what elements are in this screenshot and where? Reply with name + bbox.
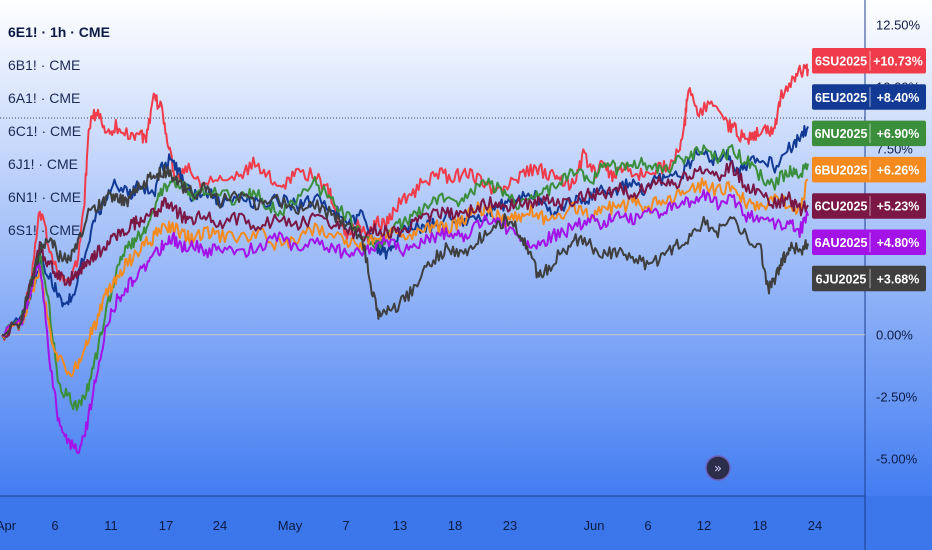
value-tag-6bu2025[interactable]: 6BU2025 +6.26% [812,156,926,183]
time-axis-strip [0,496,932,550]
go-to-realtime-circle[interactable] [705,455,731,481]
x-tick-label: 24 [213,518,227,533]
value-tag-symbol: 6EU2025 [815,91,867,105]
x-tick-label: 18 [753,518,767,533]
y-tick-label: 0.00% [876,327,913,342]
x-tick-label: 11 [104,518,118,533]
value-tag-background [812,265,926,292]
legend-symbol-6a1[interactable]: 6A1! · CME [8,90,81,106]
value-tag-percent: +6.26% [877,163,920,177]
legend-symbol-6n1[interactable]: 6N1! · CME [8,189,82,205]
value-tag-background [812,48,926,74]
legend-symbol-6b1[interactable]: 6B1! · CME [8,57,81,73]
series-layer [1,63,809,455]
y-tick-label: -5.00% [876,451,918,466]
value-tag-background [812,229,926,255]
series-line-6su2025[interactable] [1,63,809,341]
x-tick-label: 7 [342,518,349,533]
value-tag-background [812,120,926,147]
series-line-6au2025[interactable] [1,189,809,455]
symbol-legend: 6E1! · 1h · CME 6B1! · CME 6A1! · CME 6C… [8,16,110,247]
value-tag-percent: +10.73% [873,55,923,69]
value-tag-symbol: 6AU2025 [815,236,868,250]
series-line-6ju2025[interactable] [1,164,809,336]
value-tag-percent: +4.80% [877,236,920,250]
double-chevron-right-icon: » [714,462,722,477]
series-value-tags: 6SU2025 +10.73% 6EU2025 +8.40% 6NU2025 +6.90%… [812,48,926,292]
value-tag-background [812,156,926,183]
value-tag-symbol: 6CU2025 [815,200,868,214]
value-tag-percent: +6.90% [877,127,920,141]
value-tag-percent: +3.68% [877,272,920,286]
value-tag-symbol: 6BU2025 [815,163,868,177]
x-tick-label: 6 [51,518,58,533]
legend-symbol-6j1[interactable]: 6J1! · CME [8,156,79,172]
value-tag-percent: +8.40% [877,91,920,105]
value-tag-6cu2025[interactable]: 6CU2025 +5.23% [812,193,926,219]
value-tag-symbol: 6NU2025 [815,127,868,141]
value-tag-6ju2025[interactable]: 6JU2025 +3.68% [812,265,926,292]
x-tick-label: 6 [644,518,651,533]
y-tick-label: 12.50% [876,17,921,32]
value-tag-6su2025[interactable]: 6SU2025 +10.73% [812,48,926,74]
value-tag-background [812,84,926,110]
legend-symbol-6s1[interactable]: 6S1! · CME [8,222,81,238]
time-axis: Apr 6 11 17 24 May 7 13 18 23 Jun 6 12 18 24 [0,518,822,533]
value-tag-6nu2025[interactable]: 6NU2025 +6.90% [812,120,926,147]
value-tag-6au2025[interactable]: 6AU2025 +4.80% [812,229,926,256]
x-tick-label: 24 [808,518,822,533]
x-tick-label: Jun [584,518,605,533]
x-tick-label: 18 [448,518,462,533]
x-tick-label: 17 [159,518,173,533]
value-tag-6eu2025[interactable]: 6EU2025 +8.40% [812,84,926,110]
legend-symbol-6c1[interactable]: 6C1! · CME [8,123,82,139]
x-tick-label: 12 [697,518,711,533]
x-tick-label: May [278,518,303,533]
value-tag-symbol: 6JU2025 [816,272,867,286]
value-tag-percent: +5.23% [877,200,920,214]
value-tag-symbol: 6SU2025 [815,55,867,69]
x-tick-label: 23 [503,518,517,533]
value-tag-background [812,193,926,219]
go-to-realtime-button[interactable]: » [705,455,731,481]
y-tick-label: -2.50% [876,389,918,404]
x-tick-label: 13 [393,518,407,533]
x-tick-label: Apr [0,518,17,533]
legend-main-symbol[interactable]: 6E1! · 1h · CME [8,24,110,40]
